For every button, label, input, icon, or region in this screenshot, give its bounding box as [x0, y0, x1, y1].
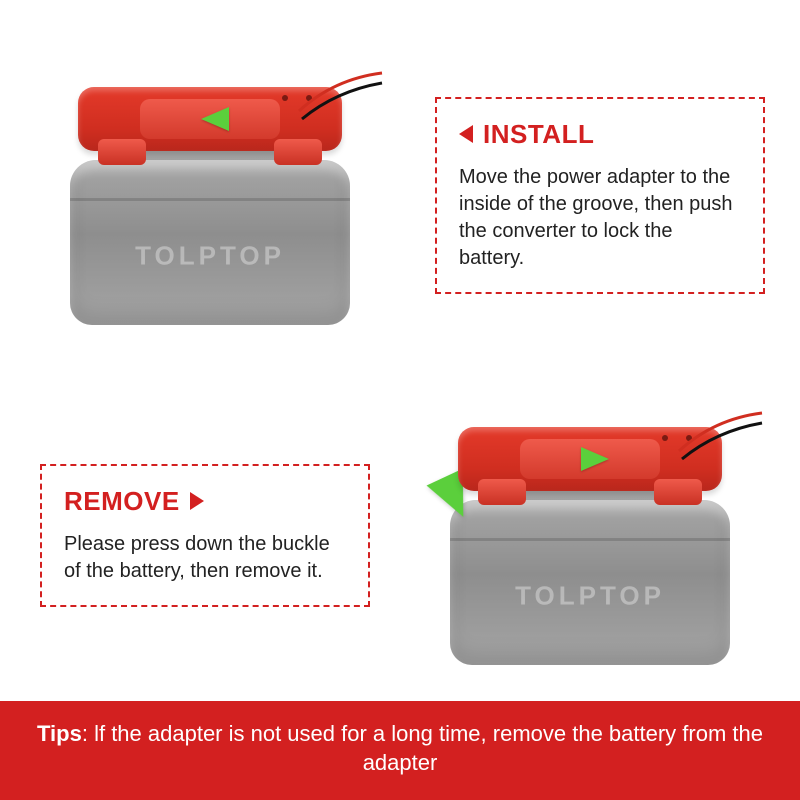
battery-remove: TOLPTOP	[440, 405, 740, 665]
watermark: TOLPTOP	[515, 580, 665, 611]
adapter-plate	[140, 99, 280, 139]
remove-title-row: REMOVE	[64, 486, 346, 517]
battery-install: TOLPTOP	[60, 65, 360, 325]
remove-row: REMOVE Please press down the buckle of t…	[0, 370, 800, 700]
adapter-tab-left	[98, 139, 146, 165]
remove-direction-arrow-icon	[581, 447, 609, 471]
install-textbox: INSTALL Move the power adapter to the in…	[435, 97, 765, 294]
watermark: TOLPTOP	[135, 240, 285, 271]
triangle-left-icon	[459, 125, 473, 143]
adapter-plate	[520, 439, 660, 479]
install-description: Move the power adapter to the inside of …	[459, 164, 741, 272]
remove-description: Please press down the buckle of the batt…	[64, 531, 346, 585]
tips-text: lf the adapter is not used for a long ti…	[94, 721, 763, 776]
tips-bar: Tips: lf the adapter is not used for a l…	[0, 701, 800, 800]
remove-title: REMOVE	[64, 486, 180, 517]
tips-label: Tips	[37, 721, 82, 746]
install-illustration: TOLPTOP	[20, 30, 400, 360]
tips-colon: :	[82, 721, 94, 746]
adapter-tab-left	[478, 479, 526, 505]
install-row: TOLPTOP INSTALL Move the power adapter t…	[0, 30, 800, 360]
install-direction-arrow-icon	[201, 107, 229, 131]
adapter-tab-right	[654, 479, 702, 505]
wires-icon	[294, 71, 384, 131]
remove-textbox: REMOVE Please press down the buckle of t…	[40, 464, 370, 607]
remove-illustration: TOLPTOP	[400, 370, 780, 700]
battery-body: TOLPTOP	[70, 160, 350, 325]
adapter-tab-right	[274, 139, 322, 165]
install-title-row: INSTALL	[459, 119, 741, 150]
battery-body: TOLPTOP	[450, 500, 730, 665]
triangle-right-icon	[190, 492, 204, 510]
wires-icon	[674, 411, 764, 471]
install-title: INSTALL	[483, 119, 594, 150]
